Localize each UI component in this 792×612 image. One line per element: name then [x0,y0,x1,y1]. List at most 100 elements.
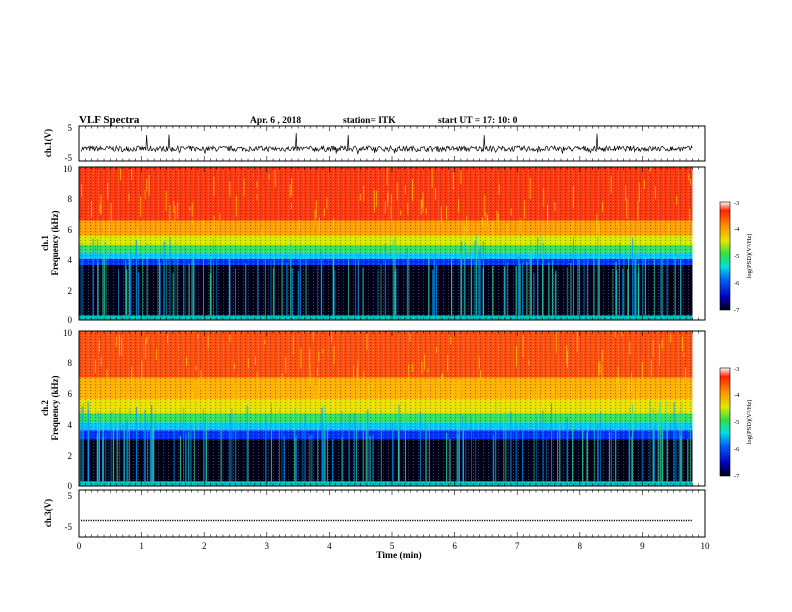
ch1-spectrogram-fleck [598,223,600,246]
ch1-spectrogram-streak [570,263,572,316]
ch1-spectrogram-fleck [81,184,83,198]
ch1-spectrogram-streak [188,263,190,316]
ch2-spectrogram-fleck [412,363,414,372]
ch2-spectrogram-streak [367,409,369,482]
ch1-spectrogram-fleck [333,217,335,229]
ch1-spectrogram-fleck [326,197,328,209]
ch1-spectrogram-streak [638,263,639,316]
ch2-spectrogram-streak [559,422,561,482]
ch1-waveform-panel: 5 -5 ch.1(V) [43,123,706,163]
ch1-spectrogram-fleck [144,189,146,199]
ch1-spectrogram-streak [583,249,585,316]
ch1-spectrogram-streak [126,269,128,316]
ch1-freq-tick-8: 8 [68,194,73,204]
ch2-colorbar-tick-m6: -6 [734,446,740,453]
ch1-spectrogram-streak [464,241,466,316]
ch2-spectrogram-fleck [115,336,117,347]
ch1-spectrogram-fleck [243,178,245,197]
ch1-spectrogram-fleck [256,181,258,189]
ch2-spectrogram-speckle [79,331,693,486]
ch2-spectrogram-streak [220,412,222,482]
ch2-spectrogram-fleck [119,335,121,356]
ch1-spectrogram-streak [479,247,481,316]
ch1-spectrogram-fleck [688,173,690,181]
ch2-spectrogram-streak [271,402,272,482]
ch2-freq-tick-10: 10 [63,328,73,338]
ch2-spectrogram-streak [105,432,107,482]
ch2-spectrogram-fleck [427,368,429,373]
ch1-spectrogram-streak [81,242,83,316]
ch2-spectrogram-fleck [478,357,480,369]
ch2-spectrogram-fleck [187,386,189,404]
ch2-spectrogram-fleck [145,338,147,360]
ch2-spectrogram-fleck [200,369,202,390]
ch1-spectrogram-fleck [261,228,263,236]
ch2-spectrogram-streak [641,428,643,482]
ch2-spectrogram-fleck [229,334,231,343]
ch2-spectrogram-fleck [683,352,685,357]
ch1-spectrogram-fleck [99,204,101,214]
ch1-spectrogram-streak [355,237,356,316]
ch1-spectrogram-fleck [110,203,112,221]
ch2-spectrogram-streak [295,435,297,482]
ch1-spectrogram-fleck [191,219,193,225]
time-tick-3: 3 [265,541,270,551]
ch1-spectrogram-streak [172,273,174,316]
ch2-spectrogram-streak [112,410,115,482]
ch2-spectrogram-fleck [504,390,506,403]
ch1-spectrogram-fleck [458,199,460,214]
ch2-spectrogram-streak [301,431,303,482]
ch2-spectrogram-fleck [566,351,568,369]
ch1-spectrogram-fleck [491,220,493,242]
ch1-spectrogram-fleck [174,205,176,223]
ch1-spectrogram-streak [297,270,299,316]
ch2-spectrogram-fleck [516,345,517,367]
ch2-spectrogram-streak [365,412,367,482]
ch1-colorbar-gradient [719,201,731,311]
ch1-spectrogram-streak [135,240,138,316]
ch1-spectrogram-fleck [506,223,508,242]
ch1-spectrogram-streak [203,245,204,316]
ch2-spectrogram-streak [657,410,659,482]
ch1-spectrogram-streak [627,269,629,316]
ch1-spectrogram-streak [638,267,640,316]
ch1-spectrogram-streak [235,268,236,316]
ch2-spectrogram-streak [429,421,430,482]
ch2-spectrogram-streak [116,414,118,482]
ch2-spectrogram-streak [323,404,325,482]
ch1-spectrogram-fleck [452,172,454,190]
ch2-spectrogram-fleck [641,361,643,379]
ch1-spectrogram-fleck [625,185,627,201]
ch2-spectrogram-fleck [195,366,197,371]
ch2-spectrogram-streak [679,411,681,482]
time-tick-9: 9 [640,541,645,551]
ch2-spectrogram-fleck [186,357,187,366]
ch1-spectrogram-fleck [572,186,574,208]
ch1-spectrogram-fleck [400,210,402,216]
ch2-spectrogram-fleck [205,383,207,399]
ch2-spectrogram-streak [649,400,651,482]
ch2-spectrogram-streak [356,428,358,482]
ch1-spectrogram-fleck [626,198,628,219]
ch2-colorbar: -3 -4 -5 -6 -7 log(PSD)(V²/Hz) [719,366,753,480]
ch2-spectrogram-streak [398,404,400,482]
ch2-spectrogram-fleck [124,388,126,394]
ch2-spectrogram-streak [98,412,99,482]
ch1-spectrogram-fleck [107,182,109,200]
ch2-spectrogram-fleck [480,369,482,381]
ch1-spectrogram-streak [504,243,506,316]
ch2-spectrogram-fleck [409,332,411,342]
ch1-spectrogram-fleck [637,201,639,221]
ch2-spectrogram-fleck [685,367,686,384]
ch1-spectrogram-streak [474,241,476,316]
ch1-spectrogram-fleck [202,219,204,232]
ch1-spectrogram-streak [554,273,556,316]
ch2-spectrogram-streak [572,414,574,482]
ch1-spectrogram-streak [392,239,394,316]
ch2-spectrogram-streak [81,407,83,482]
ch1-spectrogram-streak [273,256,275,316]
ch1-spectrogram-streak [522,262,524,316]
ch2-freq-tick-2: 2 [68,451,73,461]
ch2-spectrogram-streak [332,439,333,482]
ch1-spectrogram-streak [157,255,159,316]
